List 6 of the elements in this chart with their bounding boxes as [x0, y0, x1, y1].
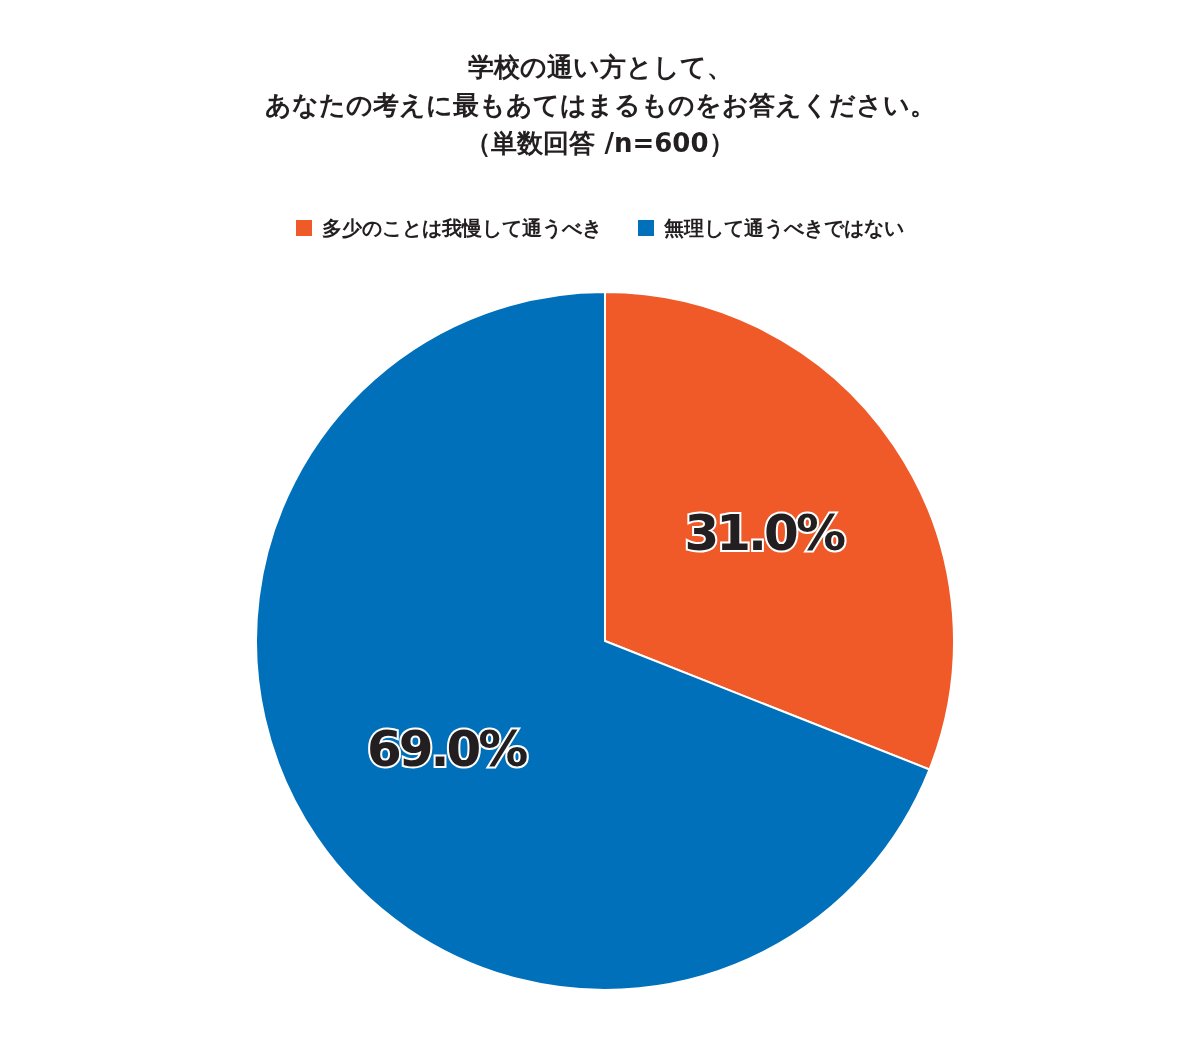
data-label: 31.0% [684, 504, 845, 563]
chart-title: 学校の通い方として、あなたの考えに最もあてはまるものをお答えください。 [263, 51, 937, 122]
legend-label: 多少のことは我慢して通うべき [322, 214, 602, 242]
legend-label: 無理して通うべきではない [664, 214, 904, 242]
chart-subtitle: （単数回答 /n=600） [464, 127, 736, 160]
data-label: 69.0% [367, 719, 528, 778]
